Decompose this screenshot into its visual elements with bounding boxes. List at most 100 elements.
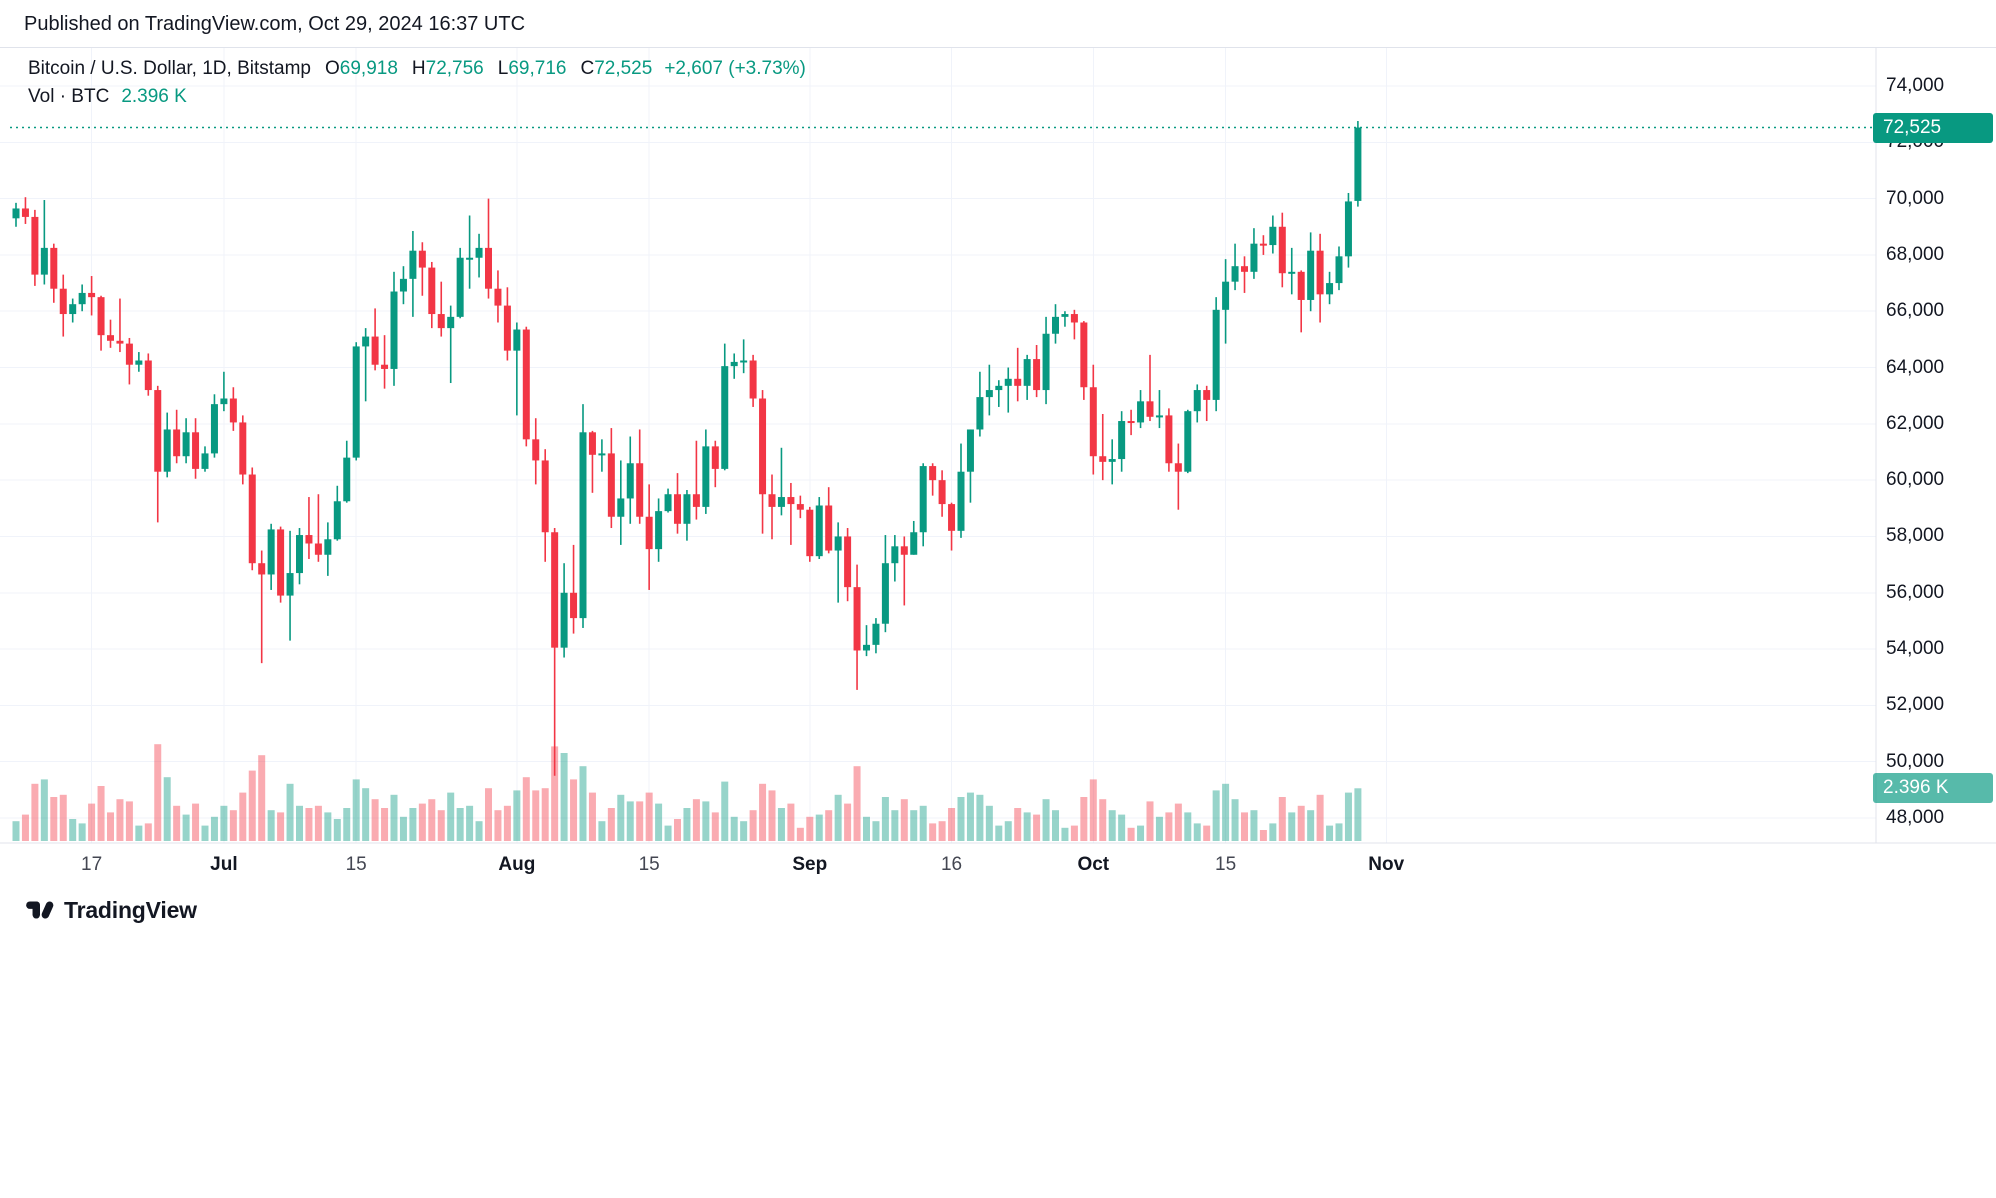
volume-bar — [1155, 816, 1163, 841]
candle-body — [740, 360, 748, 363]
volume-bar — [948, 808, 956, 841]
candle-body — [948, 504, 956, 531]
candle-body — [1118, 421, 1126, 460]
candle-body — [910, 532, 918, 555]
candle-body — [551, 532, 559, 648]
volume-bar — [1042, 799, 1050, 841]
volume-bar — [1004, 821, 1012, 841]
volume-bar — [1288, 812, 1296, 841]
volume-bar — [59, 794, 67, 841]
candle-body — [475, 247, 483, 258]
candle-wick — [1101, 413, 1104, 481]
volume-bar — [21, 814, 29, 841]
volume-bar — [532, 790, 540, 841]
candle-body — [702, 446, 710, 507]
volume-bar — [1014, 808, 1022, 841]
symbol-title: Bitcoin / U.S. Dollar, 1D, Bitstamp — [28, 58, 311, 79]
published-on-link[interactable]: Published on TradingView.com, Oct 29, 20… — [24, 13, 526, 35]
candle-body — [314, 543, 322, 555]
candle-body — [1014, 378, 1022, 386]
volume-bar — [12, 821, 20, 841]
candle-body — [1307, 250, 1315, 300]
volume-bar — [381, 808, 389, 841]
candle-body — [853, 587, 861, 651]
volume-bar — [541, 788, 549, 841]
candle-body — [286, 573, 294, 596]
candle-wick — [119, 298, 121, 353]
volume-bar — [1316, 794, 1324, 841]
candle-body — [929, 466, 937, 481]
candle-body — [409, 250, 417, 279]
time-tick-label: 15 — [1215, 854, 1237, 875]
volume-bar — [1259, 830, 1267, 841]
volume-bar — [1174, 803, 1182, 841]
candle-body — [636, 463, 644, 517]
candle-body — [891, 546, 899, 564]
candle-body — [1316, 250, 1324, 295]
volume-bar — [1070, 825, 1078, 841]
volume-bar — [1344, 792, 1352, 841]
candle-body — [1146, 401, 1154, 417]
price-axis[interactable]: 74,00072,00070,00068,00066,00064,00062,0… — [1876, 47, 1996, 843]
volume-bar — [588, 792, 596, 841]
volume-bar — [721, 781, 729, 841]
candle-body — [1023, 359, 1031, 386]
candle-body — [1193, 390, 1201, 412]
volume-bar — [1297, 805, 1305, 841]
candle-body — [825, 505, 833, 551]
volume-bar — [333, 819, 341, 841]
volume-bar — [806, 816, 814, 841]
volume-bar — [352, 779, 360, 841]
candle-body — [69, 304, 77, 315]
volume-bar — [192, 803, 200, 841]
candle-wick — [260, 550, 263, 664]
volume-bar — [144, 823, 152, 841]
volume-bar — [910, 810, 918, 841]
candle-body — [721, 366, 729, 469]
volume-bar — [995, 825, 1003, 841]
volume-bar — [277, 812, 285, 841]
candle-body — [674, 494, 681, 524]
volume-bar — [1203, 825, 1211, 841]
volume-bar — [314, 805, 322, 841]
candle-body — [1070, 314, 1078, 323]
candle-body — [40, 247, 48, 275]
candle-body — [1052, 316, 1059, 334]
candle-body — [872, 623, 880, 645]
volume-bar — [730, 816, 738, 841]
volume-bar — [437, 810, 445, 841]
candle-body — [324, 539, 332, 555]
candle-wick — [733, 353, 735, 379]
volume-bar — [702, 801, 710, 841]
candle-body — [107, 335, 114, 341]
candle-body — [626, 463, 634, 499]
candle-body — [607, 453, 615, 517]
candle-body — [560, 592, 568, 648]
candle-body — [513, 329, 521, 351]
volume-bar — [740, 821, 748, 841]
volume-bar — [1335, 823, 1343, 841]
candle-wick — [1205, 385, 1208, 422]
volume-bar — [78, 823, 86, 841]
tradingview-logo-icon[interactable] — [24, 894, 56, 926]
candle-body — [749, 360, 757, 399]
candle-body — [220, 398, 228, 405]
candle-body — [1203, 390, 1211, 400]
price-tick-label: 64,000 — [1886, 356, 1945, 378]
low-value: L69,716 — [497, 58, 567, 79]
volume-bar — [125, 801, 133, 841]
candle-body — [664, 494, 672, 512]
tradingview-wordmark[interactable]: TradingView — [64, 896, 197, 923]
time-axis[interactable]: 17 Jul 15 Aug 15 Sep 16 Oct 15 Nov — [0, 843, 1996, 885]
candle-body — [985, 390, 993, 398]
candle-body — [343, 457, 351, 502]
candle-body — [1127, 421, 1135, 424]
volume-bar — [626, 801, 634, 841]
candle-body — [1137, 401, 1145, 423]
candle-body — [777, 497, 785, 507]
volume-bar — [503, 805, 511, 841]
candle-body — [541, 460, 549, 533]
candle-body — [210, 404, 218, 454]
candle-wick — [903, 536, 906, 606]
